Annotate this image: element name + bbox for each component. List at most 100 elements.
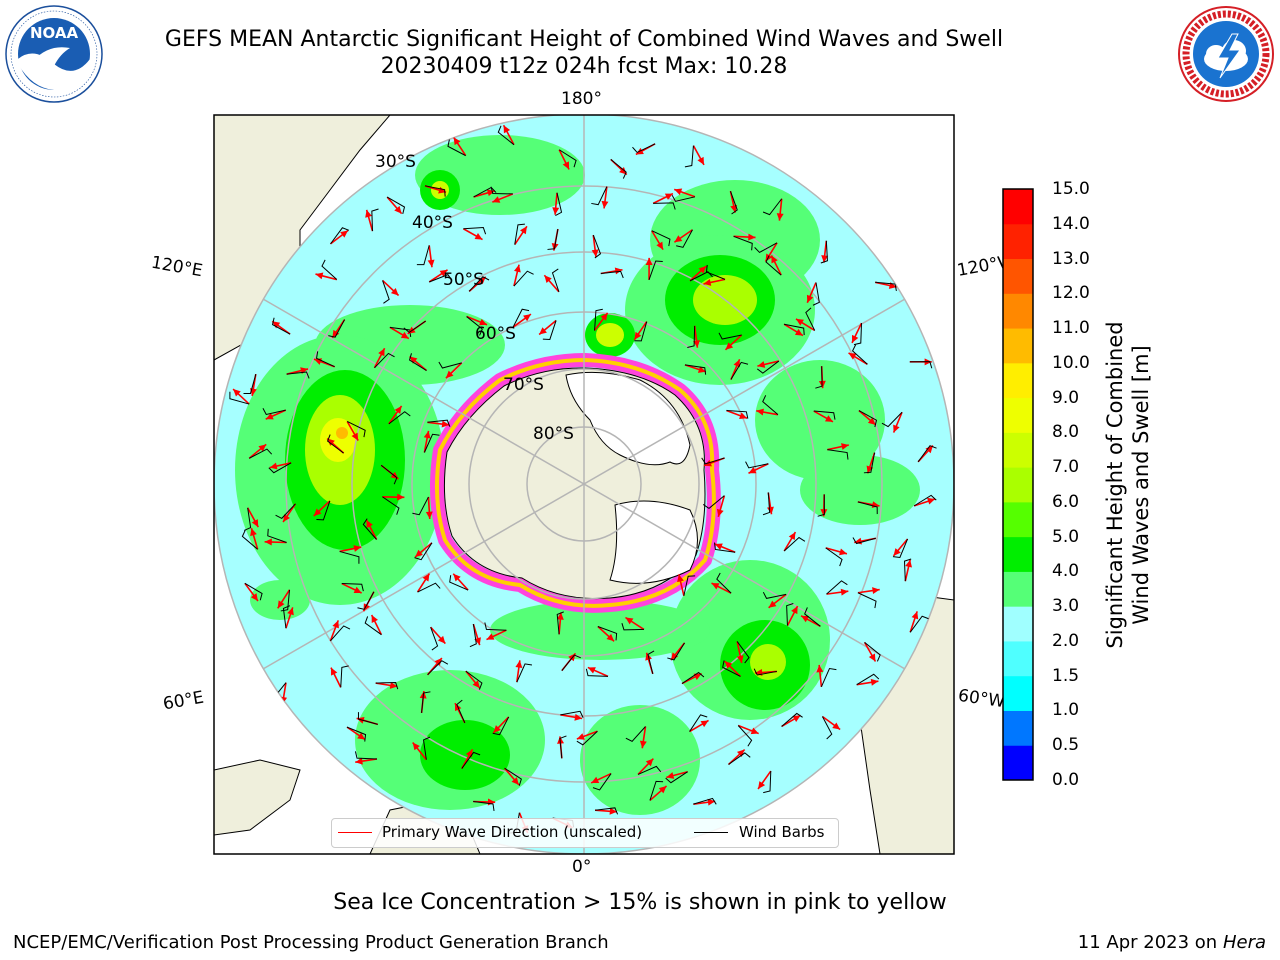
wave-arrow-head <box>645 758 654 767</box>
colorbar-band <box>1003 536 1033 572</box>
wave-arrow-head <box>870 678 879 686</box>
wind-barb <box>853 323 863 346</box>
wind-barb <box>408 353 427 371</box>
wind-barb <box>315 351 335 368</box>
wind-barb <box>634 321 648 342</box>
wind-barb <box>857 501 878 515</box>
wave-arrow-head <box>390 288 399 296</box>
wave-arrow-head <box>832 722 841 730</box>
wind-barb <box>357 712 378 725</box>
colorbar-band <box>1003 640 1033 677</box>
wave-arrow-head <box>397 493 405 501</box>
noaa-logo: NOAA <box>5 5 103 103</box>
chart-subtitle: 20230409 t12z 024h fcst Max: 10.28 <box>380 54 788 79</box>
wave-arrow-head <box>824 415 833 422</box>
wave-arrow-head <box>486 633 495 640</box>
wave-arrow-head <box>515 660 523 668</box>
wind-barb <box>386 196 406 214</box>
wave-arrow-head <box>625 617 634 625</box>
wave-arrow-head <box>792 715 801 722</box>
wave-arrow-head <box>269 462 278 470</box>
wave-arrow-head <box>639 740 647 749</box>
wind-barb <box>382 280 390 304</box>
wind-barb <box>649 780 664 801</box>
wind-barb <box>374 352 395 369</box>
wave-arrow-head <box>601 200 609 209</box>
wind-barb <box>275 503 296 520</box>
colorbar <box>1002 188 1034 781</box>
wind-barb <box>881 411 903 428</box>
wind-barb <box>684 145 694 168</box>
colorbar-band <box>1003 501 1033 538</box>
wind-barb <box>473 800 495 811</box>
wind-barb <box>783 323 805 336</box>
wind-barb <box>449 575 469 591</box>
wind-barb <box>689 714 708 732</box>
wave-arrow-head <box>664 193 673 200</box>
wind-barb <box>542 320 557 340</box>
wave-arrow-head <box>656 241 664 250</box>
wind-barb <box>864 642 881 662</box>
wind-barb <box>718 332 742 340</box>
wind-barb <box>327 434 344 454</box>
wave-arrow-head <box>287 607 294 616</box>
wind-barb <box>328 319 346 338</box>
wind-barb <box>856 673 880 686</box>
wave-arrow-head <box>587 667 596 674</box>
wave-arrow-head <box>327 438 335 446</box>
wave-arrow-head <box>427 259 435 268</box>
wind-barb <box>316 500 331 521</box>
wave-arrow-head <box>674 188 683 196</box>
wave-arrow-head <box>666 772 675 779</box>
wind-barb <box>671 194 696 202</box>
lat-label-80: 80°S <box>533 424 574 444</box>
wind-barb <box>754 242 778 254</box>
wave-arrow-head <box>258 444 267 452</box>
colorbar-tick-label: 6.0 <box>1052 491 1080 512</box>
wind-barb <box>851 344 868 365</box>
wind-barb <box>556 611 564 635</box>
wind-barb <box>762 395 779 416</box>
wave-arrow-head <box>479 318 488 326</box>
wind-barb <box>403 320 426 333</box>
wave-arrow-head <box>330 667 338 676</box>
wind-barb <box>492 716 510 736</box>
wind-barb <box>812 282 820 306</box>
wave-arrow-head <box>439 269 448 277</box>
wind-barb <box>463 227 487 235</box>
wind-barb <box>547 228 559 250</box>
wind-barb <box>726 410 749 419</box>
wind-barb <box>271 317 291 335</box>
wave-arrow-head <box>893 424 900 433</box>
wind-barb <box>684 364 707 375</box>
wind-barb <box>815 366 823 389</box>
wind-barb <box>412 496 429 516</box>
wind-barb <box>647 650 655 674</box>
wave-arrow-head <box>703 279 712 286</box>
wind-barb <box>430 627 439 651</box>
colorbar-tick-label: 5.0 <box>1052 526 1080 547</box>
wave-arrow-head <box>750 727 759 735</box>
colorbar-tick-label: 12.0 <box>1052 283 1090 304</box>
wave-arrow-head <box>767 506 774 515</box>
wind-barb <box>592 773 612 791</box>
lat-label-30: 30°S <box>375 152 416 172</box>
wave-arrow-head <box>353 586 362 594</box>
colorbar-tick-label: 8.0 <box>1052 422 1080 443</box>
wind-barb <box>730 190 738 215</box>
wave-arrow-head <box>736 655 744 664</box>
wave-arrow-head <box>600 312 608 321</box>
colorbar-tick-label: 11.0 <box>1052 318 1090 339</box>
wave-arrow-head <box>670 652 679 661</box>
wind-barb <box>248 448 273 459</box>
wind-barb <box>705 264 726 280</box>
wind-barb <box>892 538 909 558</box>
wind-barb <box>600 270 624 279</box>
wave-arrow-head <box>474 232 483 240</box>
wave-arrow-head <box>806 294 814 303</box>
wind-barb <box>595 807 619 815</box>
colorbar-band <box>1003 467 1033 503</box>
colorbar-band <box>1003 397 1033 433</box>
wind-barb <box>648 260 663 280</box>
wind-barb <box>268 462 292 474</box>
